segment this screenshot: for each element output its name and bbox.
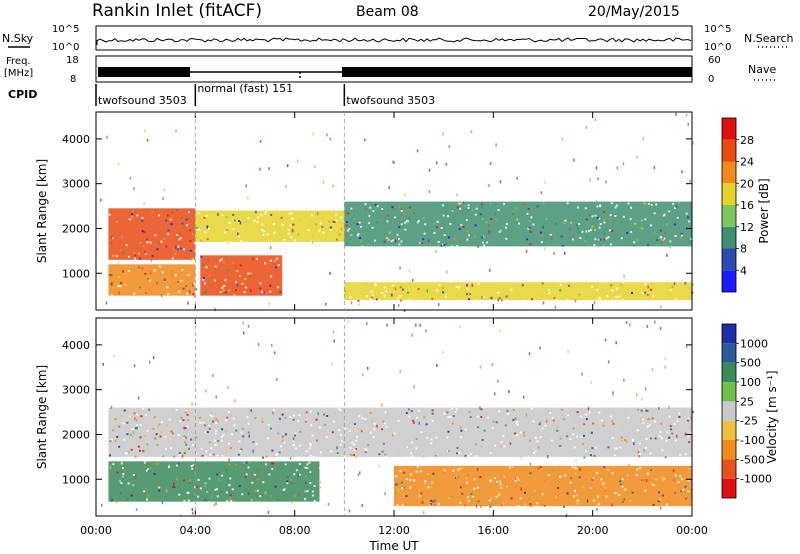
cpid-segment-label: normal (fast) 151 xyxy=(197,82,293,95)
freq-panel: Freq. [MHz] 18 8 60 0 Nave xyxy=(4,55,776,85)
colorbar-swatch xyxy=(722,270,736,292)
velocity-colorbar-label: Velocity [m s⁻¹] xyxy=(765,370,779,463)
heatmap-region xyxy=(108,264,196,296)
cpid-panel: CPID twofsound 3503 normal (fast) 151 twof… xyxy=(8,82,435,107)
power-ylabel: Slant Range [km] xyxy=(35,159,49,263)
colorbar-swatch xyxy=(722,362,736,382)
beam-title: Beam 08 xyxy=(356,4,419,20)
y-tick-label: 3000 xyxy=(62,384,90,397)
heatmap-region xyxy=(344,282,692,301)
date-title: 20/May/2015 xyxy=(588,4,680,20)
colorbar-swatch xyxy=(722,382,736,402)
x-tick-label: 04:00 xyxy=(179,524,211,537)
heatmap-region xyxy=(108,208,196,260)
count-tick-right-top: 10^5 xyxy=(704,24,731,35)
colorbar-tick-label: 4 xyxy=(740,264,747,277)
nsky-label: N.Sky xyxy=(2,32,34,45)
colorbar-tick-label: -100 xyxy=(740,434,765,447)
colorbar-swatch xyxy=(722,478,736,498)
cpid-label: CPID xyxy=(8,88,37,101)
colorbar-swatch xyxy=(722,248,736,271)
colorbar-tick-label: 24 xyxy=(740,156,754,169)
heatmap-region xyxy=(200,255,283,296)
colorbar-tick-label: 8 xyxy=(740,243,747,256)
colorbar-tick-label: -1000 xyxy=(740,473,772,486)
power-colorbar-label: Power [dB] xyxy=(757,178,771,243)
x-tick-label: 00:00 xyxy=(80,524,112,537)
colorbar-swatch xyxy=(722,205,736,227)
freq-tick-bottom: 8 xyxy=(70,74,76,85)
colorbar-tick-label: 16 xyxy=(740,199,754,212)
nsearch-label: N.Search xyxy=(744,32,794,45)
colorbar-swatch xyxy=(722,161,736,184)
colorbar-swatch xyxy=(722,183,736,205)
colorbar-tick-label: 12 xyxy=(740,221,754,234)
count-tick-left-top: 10^5 xyxy=(52,24,79,35)
colorbar-swatch xyxy=(722,440,736,460)
colorbar-swatch xyxy=(722,324,736,344)
cpid-segment-label: twofsound 3503 xyxy=(98,94,187,107)
y-tick-label: 1000 xyxy=(62,473,90,486)
colorbar-swatch xyxy=(722,226,736,249)
y-tick-label: 2000 xyxy=(62,428,90,441)
station-title: Rankin Inlet (fitACF) xyxy=(92,1,262,21)
colorbar-tick-label: 20 xyxy=(740,177,754,190)
colorbar-swatch xyxy=(722,139,736,162)
colorbar-swatch xyxy=(722,343,736,363)
y-tick-label: 1000 xyxy=(62,267,90,280)
freq-label-2: [MHz] xyxy=(4,68,33,79)
colorbar-swatch xyxy=(722,401,736,421)
count-panel: N.Sky 10^5 10^0 10^5 10^0 N.Search xyxy=(2,24,794,53)
nave-tick-top: 60 xyxy=(708,55,721,66)
colorbar-swatch xyxy=(722,118,736,140)
nave-tick-bottom: 0 xyxy=(708,74,714,85)
x-tick-label: 20:00 xyxy=(577,524,609,537)
x-tick-label: 00:00 xyxy=(676,524,708,537)
y-tick-label: 4000 xyxy=(62,133,90,146)
nave-label: Nave xyxy=(748,63,776,76)
x-tick-label: 16:00 xyxy=(477,524,509,537)
y-tick-label: 3000 xyxy=(62,178,90,191)
colorbar-tick-label: 1000 xyxy=(740,337,768,350)
power-panel: 1000 2000 3000 4000 Slant Range [km] 4 8 12 16… xyxy=(35,111,771,313)
heatmap-region xyxy=(394,465,692,507)
x-tick-label: 08:00 xyxy=(279,524,311,537)
heatmap-region xyxy=(108,461,320,502)
count-tick-right-bottom: 10^0 xyxy=(704,42,731,53)
y-tick-label: 2000 xyxy=(62,222,90,235)
x-tick-label: 12:00 xyxy=(378,524,410,537)
colorbar-tick-label: -500 xyxy=(740,453,765,466)
heatmap-region xyxy=(195,210,345,242)
freq-tick-top: 18 xyxy=(66,55,79,66)
colorbar-tick-label: 25 xyxy=(740,395,754,408)
freq-label-1: Freq. xyxy=(6,56,31,67)
colorbar-swatch xyxy=(722,420,736,440)
count-tick-left-bottom: 10^0 xyxy=(52,42,79,53)
colorbar-tick-label: 100 xyxy=(740,376,761,389)
velocity-ylabel: Slant Range [km] xyxy=(35,365,49,469)
colorbar-tick-label: 28 xyxy=(740,134,754,147)
time-xlabel: Time UT xyxy=(368,539,419,553)
y-tick-label: 4000 xyxy=(62,339,90,352)
velocity-panel: 1000 2000 3000 4000 00:00 04:00 08:00 12:00 16:0… xyxy=(35,317,779,553)
cpid-segment-label: twofsound 3503 xyxy=(346,94,435,107)
colorbar-tick-label: 500 xyxy=(740,357,761,370)
colorbar-tick-label: -25 xyxy=(740,415,758,428)
colorbar-swatch xyxy=(722,459,736,479)
